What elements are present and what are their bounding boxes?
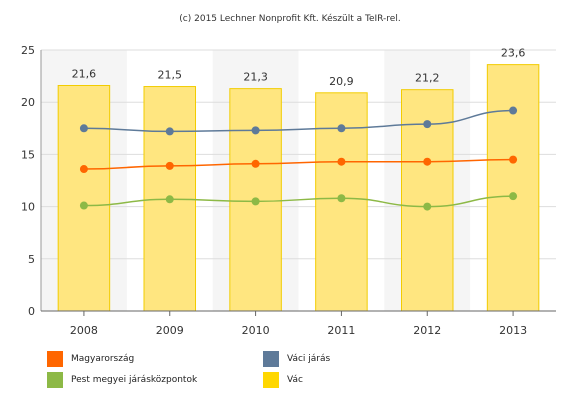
chart-credit: (c) 2015 Lechner Nonprofit Kft. Készült … xyxy=(179,14,401,24)
y-tick-label: 5 xyxy=(28,253,35,266)
x-tick-label: 2012 xyxy=(413,324,441,337)
bar-data-label: 23,6 xyxy=(501,47,526,60)
series-line-2 xyxy=(83,195,514,208)
y-tick-label: 25 xyxy=(21,44,35,57)
series-point xyxy=(251,159,260,168)
series-point xyxy=(251,126,260,135)
series-point xyxy=(423,120,432,129)
series-point xyxy=(165,127,174,136)
series-point xyxy=(509,106,518,115)
x-tick-label: 2010 xyxy=(242,324,270,337)
series-point xyxy=(337,157,346,166)
bar-data-label: 21,6 xyxy=(72,67,97,80)
series-line-1 xyxy=(83,109,514,133)
series-point xyxy=(337,124,346,133)
bar-data-label: 20,9 xyxy=(329,75,354,88)
series-point xyxy=(509,155,518,164)
y-tick-label: 10 xyxy=(21,201,35,214)
x-tick-label: 2011 xyxy=(327,324,355,337)
y-tick-label: 0 xyxy=(28,305,35,318)
series-point xyxy=(165,195,174,204)
series-point xyxy=(79,201,88,210)
series-point xyxy=(79,165,88,174)
series-point xyxy=(423,157,432,166)
bar-vac-2013 xyxy=(486,64,540,312)
y-tick-label: 20 xyxy=(21,96,35,109)
series-point xyxy=(165,161,174,170)
series-point xyxy=(509,192,518,201)
series-point xyxy=(337,194,346,203)
x-tick-label: 2013 xyxy=(499,324,527,337)
bar-data-label: 21,3 xyxy=(243,71,268,84)
bar-vac-2008 xyxy=(57,84,111,312)
bar-data-label: 21,5 xyxy=(158,69,183,82)
bar-data-label: 21,2 xyxy=(415,72,440,85)
series-point xyxy=(251,197,260,206)
y-tick-label: 15 xyxy=(21,148,35,161)
series-point xyxy=(79,124,88,133)
series-line-0 xyxy=(83,158,514,170)
x-tick-label: 2009 xyxy=(156,324,184,337)
x-tick-label: 2008 xyxy=(70,324,98,337)
series-point xyxy=(423,202,432,211)
